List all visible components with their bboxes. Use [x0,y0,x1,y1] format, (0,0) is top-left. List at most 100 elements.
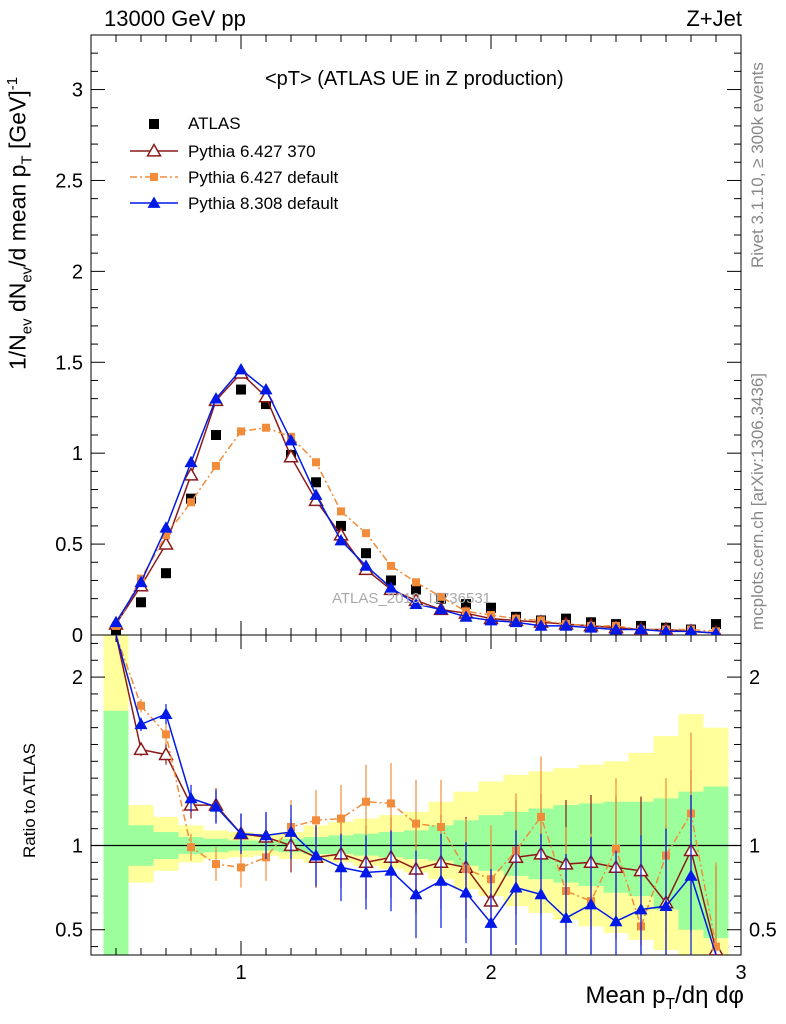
ratio-point [409,887,423,900]
data-point [559,619,573,631]
data-point [337,507,345,516]
legend-marker [146,142,162,157]
data-point [660,624,672,635]
legend [130,119,178,208]
y-axis-label-main: 1/Nev dNev/d mean pT [GeV]-1 [4,76,36,370]
data-point [183,466,199,481]
data-point [259,383,273,395]
data-point [711,619,721,630]
data-point [109,615,123,628]
ratio-point [137,701,145,710]
legend-marker [149,119,159,129]
data-point [609,623,623,635]
ratio-y-tick-label: 1 [72,836,83,858]
ratio-point [612,844,620,853]
x-tick-label: 3 [735,962,746,984]
ratio-point [234,827,248,839]
x-tick-label: 2 [485,962,496,984]
ratio-point [362,797,370,806]
data-point [284,433,298,446]
ratio-point [659,899,673,912]
ratio-point [609,914,623,927]
ratio-y-tick-label: 2 [72,667,83,689]
data-point [136,597,146,608]
ratio-y-tick-label: 0.5 [55,920,83,942]
header-right-label: Z+Jet [686,6,742,31]
data-point [161,568,171,579]
data-point [134,575,148,588]
data-point [384,581,398,593]
data-point [184,455,198,468]
ratio-point [158,746,174,761]
y-axis-label-ratio: Ratio to ATLAS [20,743,39,858]
ratio-point [437,823,445,831]
ratio-point [459,886,473,898]
data-point [361,548,371,559]
data-point [459,610,473,622]
ratio-point [412,819,420,828]
ratio-point [134,717,148,730]
data-point [234,363,248,375]
ratio-point [537,812,545,821]
data-point [159,521,173,533]
data-point [311,477,321,488]
data-point [334,533,348,546]
data-point [634,623,648,635]
ratio-point [237,863,245,872]
data-point [309,488,323,500]
ratio-point [284,825,298,837]
ratio-y-tick-label-right: 1 [749,836,760,858]
ratio-point [184,791,198,804]
ratio-point [337,814,345,823]
data-point [362,529,370,538]
ratio-point [209,800,223,812]
legend-marker [147,196,161,208]
ratio-point [212,860,220,869]
data-point [261,399,271,410]
data-point [111,626,121,635]
data-point [509,615,523,628]
data-point [158,536,174,550]
data-point [584,621,598,633]
legend-marker [150,173,158,181]
ratio-point [534,887,548,900]
axis-ticks [91,34,742,955]
data-point [437,592,445,601]
data-point [409,597,423,609]
legend-label-pythia8-default: Pythia 8.308 default [188,194,339,213]
data-point [209,392,223,404]
ratio-point [259,828,273,841]
ratio-y-tick-label-right: 2 [749,667,760,689]
ratio-series [115,635,724,955]
data-point [434,603,448,615]
data-point [711,626,721,635]
x-tick-label: 1 [235,962,246,984]
analysis-watermark: ATLAS_2019_I1736531 [332,590,492,607]
data-point [461,599,471,610]
header-left-label: 13000 GeV pp [104,6,246,31]
ratio-band-inner [103,710,129,955]
data-point [162,531,170,539]
ratio-point [133,741,149,756]
ratio-point [312,816,320,825]
data-point [484,613,498,626]
data-point [236,384,246,395]
data-point [212,461,220,470]
data-point [412,578,420,587]
data-point [262,423,270,432]
ratio-point [434,874,448,886]
ratio-y-tick-label-right: 0.5 [749,920,777,942]
data-point [237,427,245,436]
data-point [386,575,396,586]
ratio-point [634,903,648,915]
y-tick-label: 2 [72,261,83,283]
ratio-point [159,707,173,720]
mcplots-reference-label: mcplots.cern.ch [arXiv:1306.3436] [748,372,767,630]
data-point [187,498,195,507]
data-point [359,559,373,571]
y-tick-label: 3 [72,80,83,102]
y-tick-label: 1 [72,443,83,465]
ratio-point [334,860,348,873]
data-point [336,520,346,531]
